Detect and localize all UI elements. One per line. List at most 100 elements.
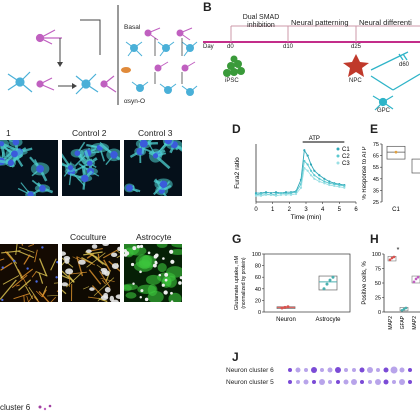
panel-b-timeline (203, 25, 420, 111)
dot (399, 367, 405, 373)
astro-body (168, 292, 182, 302)
data-point (309, 163, 313, 166)
box-astrocyte (318, 275, 338, 291)
neurite (38, 258, 48, 277)
dot (376, 368, 380, 372)
x-tick-label: Astrocyte (315, 317, 341, 323)
dot (288, 380, 292, 384)
nucleus (35, 280, 38, 283)
dot (367, 367, 373, 373)
box-1 (399, 307, 409, 312)
nucleus (62, 251, 66, 256)
nucleus (111, 299, 119, 302)
neurite (23, 295, 25, 302)
data-point (303, 149, 306, 152)
series-line-C2 (255, 159, 345, 196)
significance-marker: * (397, 247, 400, 254)
micrograph-title-astrocyte: Astrocyte (136, 232, 172, 242)
neurite (2, 275, 20, 285)
data-point (390, 256, 394, 260)
y-tick-label: 50 (375, 281, 381, 287)
data-point (306, 154, 309, 157)
data-point (328, 278, 332, 282)
cluster-dots (38, 404, 52, 411)
x-tick-label: 6 (354, 207, 358, 213)
nucleus (170, 259, 175, 264)
box-2 (411, 275, 420, 284)
data-point (325, 282, 329, 286)
chart-h: 0 25 50 75 100 Positive cells, % MAP2 GFAP MAP2 * (362, 247, 420, 330)
data-point (309, 169, 313, 172)
nucleus (163, 290, 168, 295)
nucleus (170, 300, 174, 302)
dotplot-row-label-2: Neuron cluster 5 (226, 379, 274, 386)
box-partial (411, 158, 420, 174)
asyn-label: αsyn-O (124, 98, 146, 105)
data-point (338, 183, 341, 187)
nucleus (12, 140, 20, 146)
dot (288, 368, 292, 372)
dot (335, 367, 341, 373)
nucleus (132, 246, 137, 251)
nucleus (1, 298, 4, 302)
arrow-head-icon (57, 62, 63, 67)
micrograph-astrocyte (124, 244, 182, 302)
data-point (388, 258, 392, 262)
nucleus (55, 276, 58, 279)
astro-body (157, 263, 167, 273)
x-tick-label: 5 (338, 207, 342, 213)
data-point (328, 180, 331, 183)
nucleus (117, 246, 120, 252)
neurite (38, 272, 44, 284)
data-point (328, 183, 331, 187)
data-point (338, 185, 341, 188)
nucleus (153, 254, 158, 259)
nucleus (86, 160, 93, 167)
nucleus (67, 165, 74, 171)
data-point (254, 191, 258, 195)
stage-dual-smad: Dual SMAD inhibition (242, 14, 280, 29)
data-point (259, 192, 263, 196)
y-tick-label: 35 (373, 188, 379, 194)
nucleus (162, 257, 165, 260)
neurite (0, 258, 5, 261)
neuron-icon (36, 77, 55, 91)
step-arrows (154, 38, 183, 84)
neurite (28, 244, 35, 247)
neuron-icon (100, 75, 117, 93)
neurite (25, 285, 34, 300)
neurite (35, 290, 43, 298)
nucleus (81, 174, 89, 183)
nucleus (111, 263, 119, 269)
nucleus (152, 153, 159, 159)
neurite (88, 296, 99, 299)
neurite (105, 269, 111, 283)
nucleus (27, 191, 34, 196)
dot (303, 379, 309, 385)
y-tick-label: 20 (255, 298, 261, 304)
neurite (65, 271, 83, 288)
neurite (62, 289, 67, 295)
dot (311, 367, 317, 373)
data-point (280, 306, 284, 310)
data-point (259, 194, 263, 197)
neurite (0, 262, 13, 271)
data-point (294, 192, 298, 196)
neurite (76, 256, 84, 277)
box-0 (387, 256, 397, 262)
neurite (18, 246, 35, 253)
data-point (269, 191, 273, 195)
panel-d-label: D (232, 122, 241, 136)
legend-label: C2 (342, 154, 350, 160)
nucleus (169, 249, 174, 254)
nucleus (139, 296, 142, 299)
series-line-C1 (256, 148, 345, 194)
data-point (303, 159, 306, 163)
nucleus (179, 276, 182, 280)
dot (295, 367, 301, 373)
neurite (1, 250, 21, 254)
y-tick-label: 100 (252, 252, 261, 258)
nucleus (132, 282, 135, 285)
nucleus (91, 244, 98, 249)
